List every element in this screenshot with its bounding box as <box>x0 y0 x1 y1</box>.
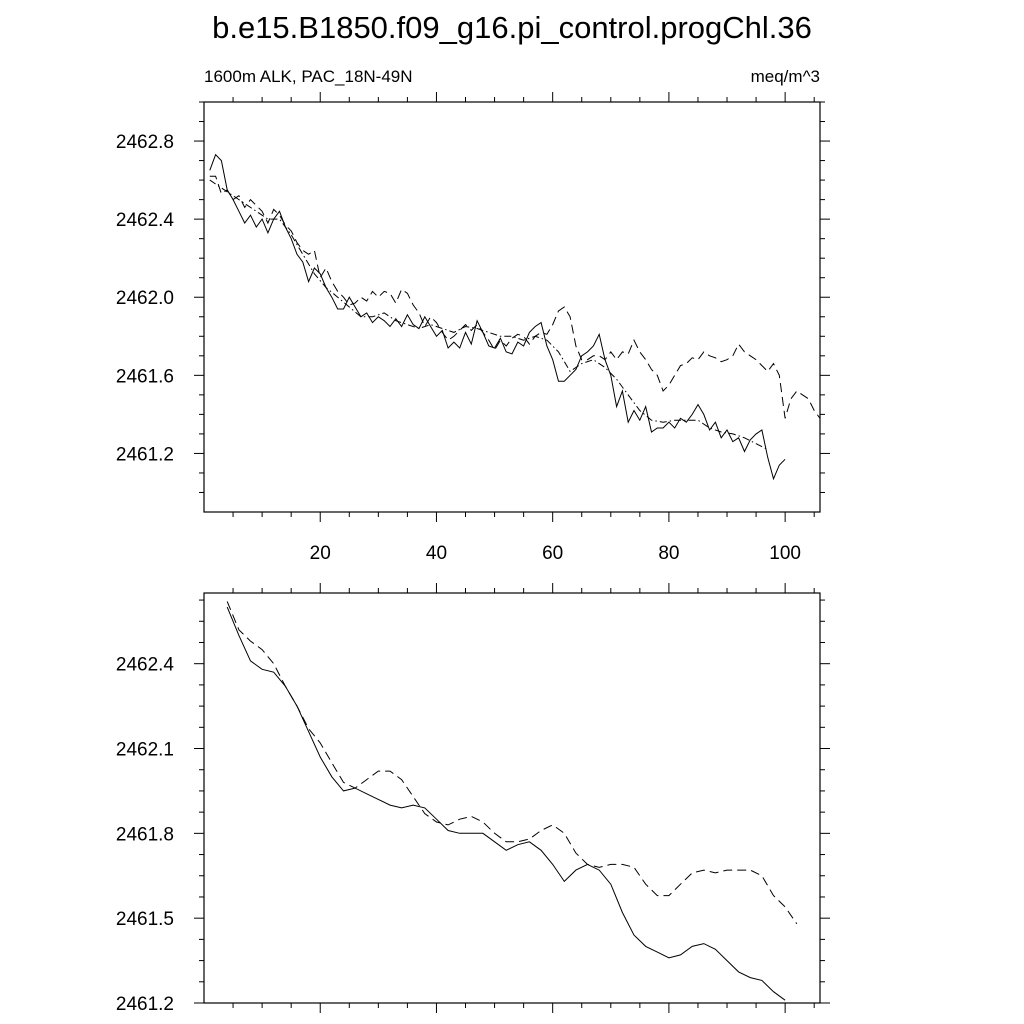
bottom-panel: 2461.2 2461.5 2461.8 2462.1 2462.4 <box>116 583 830 1015</box>
bottom-panel-y-tick-label: 2461.2 <box>116 994 174 1015</box>
bottom-panel-frame <box>203 592 821 1004</box>
top-panel-y-tick-label: 2462.4 <box>116 210 175 231</box>
top-panel-x-tick-label: 40 <box>426 543 447 564</box>
top-panel-series-solid-line <box>209 153 786 481</box>
bottom-panel-y-tick-label: 2461.8 <box>116 824 174 845</box>
top-panel: 1600m ALK, PAC_18N-49N meq/m^3 2461.2 246… <box>116 67 830 564</box>
top-panel-units-label: meq/m^3 <box>751 67 820 86</box>
top-panel-x-tick-label: 20 <box>310 543 331 564</box>
top-panel-y-tick-label: 2461.6 <box>116 366 174 387</box>
top-panel-subtitle-left: 1600m ALK, PAC_18N-49N <box>204 67 413 86</box>
bottom-panel-y-tick-label: 2461.5 <box>116 909 174 930</box>
figure-title: b.e15.B1850.f09_g16.pi_control.progChl.3… <box>212 10 812 45</box>
top-panel-y-tick-label: 2462.0 <box>116 288 174 309</box>
top-panel-y-tick-label: 2461.2 <box>116 444 174 465</box>
top-panel-series-dash-dot-line <box>209 179 768 450</box>
bottom-panel-series-solid-line <box>226 606 786 1001</box>
bottom-panel-y-tick-label: 2462.4 <box>116 655 175 676</box>
top-panel-x-tick-label: 60 <box>542 543 563 564</box>
top-panel-x-tick-label: 100 <box>769 543 801 564</box>
top-panel-y-tick-label: 2462.8 <box>116 132 174 153</box>
top-panel-series-dashed-line <box>209 175 820 419</box>
top-panel-frame <box>203 101 821 513</box>
bottom-panel-series-dashed-line <box>226 601 798 925</box>
top-panel-x-tick-label: 80 <box>658 543 679 564</box>
bottom-panel-y-tick-label: 2462.1 <box>116 740 174 761</box>
